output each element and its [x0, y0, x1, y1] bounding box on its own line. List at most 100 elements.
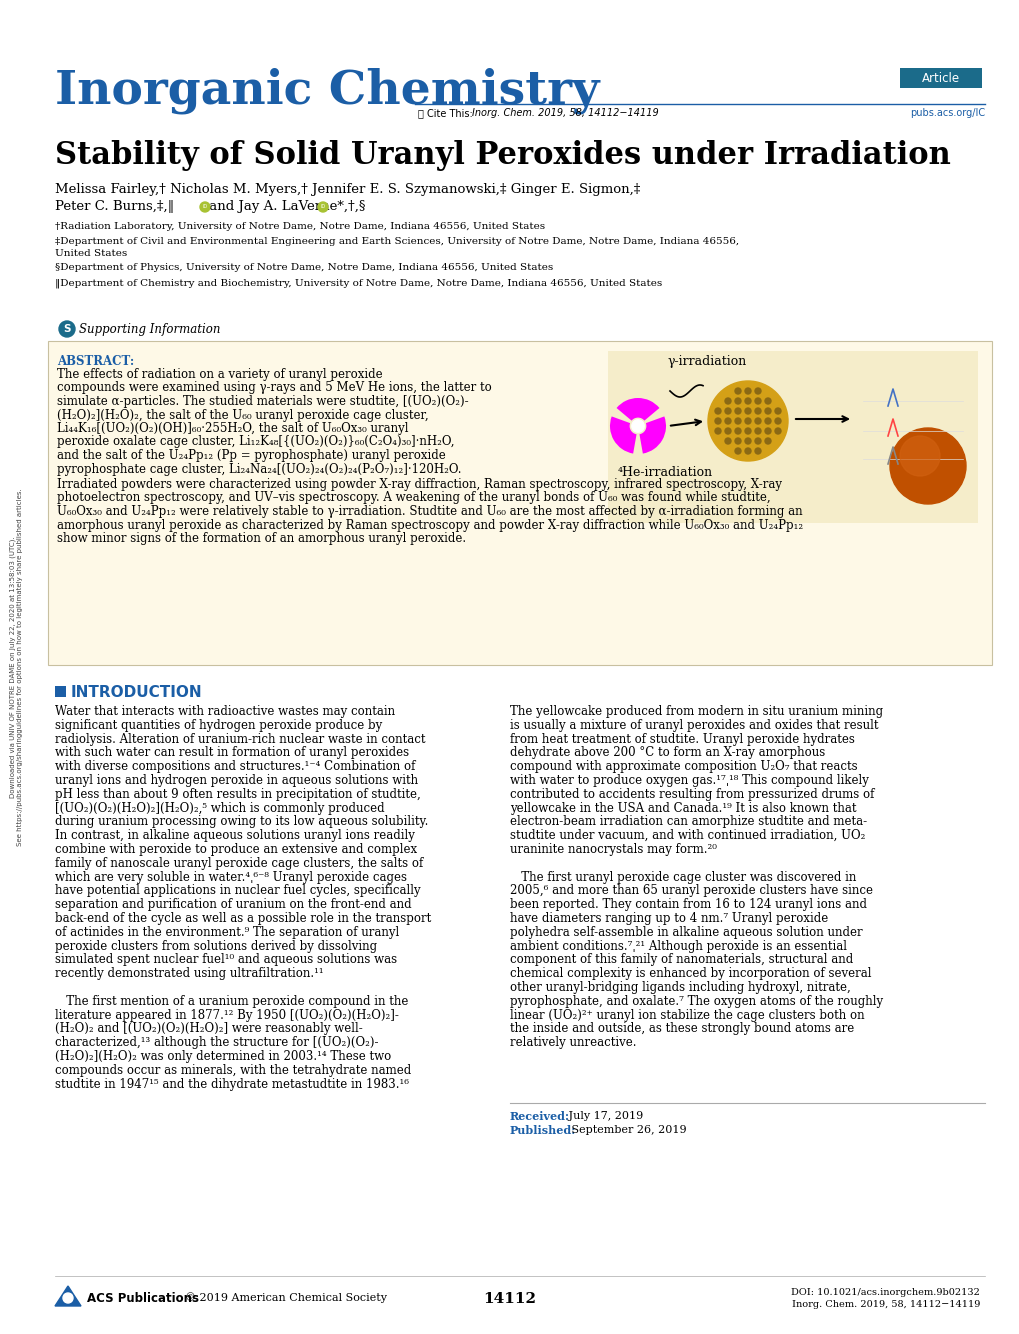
Text: §Department of Physics, University of Notre Dame, Notre Dame, Indiana 46556, Uni: §Department of Physics, University of No…: [55, 264, 552, 272]
Circle shape: [754, 438, 760, 444]
Text: Published:: Published:: [510, 1126, 576, 1137]
Text: which are very soluble in water.⁴ˌ⁶⁻⁸ Uranyl peroxide cages: which are very soluble in water.⁴ˌ⁶⁻⁸ Ur…: [55, 871, 407, 883]
Circle shape: [735, 408, 740, 414]
Text: pyrophosphate cage cluster, Li₂₄Na₂₄[(UO₂)₂₄(O₂)₂₄(P₂O₇)₁₂]·120H₂O.: pyrophosphate cage cluster, Li₂₄Na₂₄[(UO…: [57, 463, 461, 475]
Text: Supporting Information: Supporting Information: [78, 323, 220, 335]
Text: The effects of radiation on a variety of uranyl peroxide: The effects of radiation on a variety of…: [57, 368, 382, 382]
Circle shape: [735, 428, 740, 434]
Text: Peter C. Burns,‡,‖: Peter C. Burns,‡,‖: [55, 200, 174, 213]
Text: component of this family of nanomaterials, structural and: component of this family of nanomaterial…: [510, 954, 853, 966]
Circle shape: [735, 448, 740, 454]
Text: been reported. They contain from 16 to 124 uranyl ions and: been reported. They contain from 16 to 1…: [510, 898, 866, 911]
Circle shape: [725, 438, 731, 444]
Text: chemical complexity is enhanced by incorporation of several: chemical complexity is enhanced by incor…: [510, 967, 870, 980]
Text: Li₄₄K₁₆[(UO₂)(O₂)(OH)]₆₀·255H₂O, the salt of U₆₀Ox₃₀ uranyl: Li₄₄K₁₆[(UO₂)(O₂)(OH)]₆₀·255H₂O, the sal…: [57, 422, 408, 435]
Circle shape: [744, 438, 750, 444]
Text: literature appeared in 1877.¹² By 1950 [(UO₂)(O₂)(H₂O)₂]-: literature appeared in 1877.¹² By 1950 […: [55, 1009, 398, 1022]
Text: ACS Publications: ACS Publications: [87, 1293, 199, 1305]
Text: simulate α-particles. The studied materials were studtite, [(UO₂)(O₂)-: simulate α-particles. The studied materi…: [57, 395, 468, 408]
Circle shape: [744, 448, 750, 454]
Circle shape: [714, 418, 720, 424]
Text: polyhedra self-assemble in alkaline aqueous solution under: polyhedra self-assemble in alkaline aque…: [510, 926, 862, 939]
Text: In contrast, in alkaline aqueous solutions uranyl ions readily: In contrast, in alkaline aqueous solutio…: [55, 830, 415, 842]
Text: have diameters ranging up to 4 nm.⁷ Uranyl peroxide: have diameters ranging up to 4 nm.⁷ Uran…: [510, 912, 827, 924]
Text: relatively unreactive.: relatively unreactive.: [510, 1037, 636, 1050]
Text: Irradiated powders were characterized using powder X-ray diffraction, Raman spec: Irradiated powders were characterized us…: [57, 478, 782, 491]
Text: with diverse compositions and structures.¹⁻⁴ Combination of: with diverse compositions and structures…: [55, 760, 415, 774]
Text: dehydrate above 200 °C to form an X-ray amorphous: dehydrate above 200 °C to form an X-ray …: [510, 747, 824, 759]
Circle shape: [631, 420, 644, 432]
Text: Melissa Fairley,† Nicholas M. Myers,† Jennifer E. S. Szymanowski,‡ Ginger E. Sig: Melissa Fairley,† Nicholas M. Myers,† Je…: [55, 183, 640, 196]
Circle shape: [744, 418, 750, 424]
Text: ‖Department of Chemistry and Biochemistry, University of Notre Dame, Notre Dame,: ‖Department of Chemistry and Biochemistr…: [55, 277, 661, 288]
Text: Downloaded via UNIV OF NOTRE DAME on July 22, 2020 at 13:58:03 (UTC).
See https:: Downloaded via UNIV OF NOTRE DAME on Jul…: [9, 488, 22, 846]
Text: peroxide clusters from solutions derived by dissolving: peroxide clusters from solutions derived…: [55, 939, 377, 952]
Text: uranyl ions and hydrogen peroxide in aqueous solutions with: uranyl ions and hydrogen peroxide in aqu…: [55, 774, 418, 787]
Text: pyrophosphate, and oxalate.⁷ The oxygen atoms of the roughly: pyrophosphate, and oxalate.⁷ The oxygen …: [510, 995, 882, 1007]
Text: back-end of the cycle as well as a possible role in the transport: back-end of the cycle as well as a possi…: [55, 912, 431, 924]
FancyBboxPatch shape: [55, 686, 66, 696]
Circle shape: [200, 201, 210, 212]
Text: 14112: 14112: [483, 1293, 536, 1306]
Text: Received:: Received:: [510, 1111, 570, 1122]
Text: studtite in 1947¹⁵ and the dihydrate metastudtite in 1983.¹⁶: studtite in 1947¹⁵ and the dihydrate met…: [55, 1078, 409, 1091]
Polygon shape: [55, 1286, 81, 1306]
Circle shape: [744, 408, 750, 414]
Text: studtite under vacuum, and with continued irradiation, UO₂: studtite under vacuum, and with continue…: [510, 830, 864, 842]
Circle shape: [754, 398, 760, 404]
Text: 2005,⁶ and more than 65 uranyl peroxide clusters have since: 2005,⁶ and more than 65 uranyl peroxide …: [510, 884, 872, 898]
Text: uraninite nanocrystals may form.²⁰: uraninite nanocrystals may form.²⁰: [510, 843, 716, 856]
Text: simulated spent nuclear fuel¹⁰ and aqueous solutions was: simulated spent nuclear fuel¹⁰ and aqueo…: [55, 954, 396, 966]
Text: iD: iD: [320, 204, 325, 209]
Text: Inorg. Chem. 2019, 58, 14112−14119: Inorg. Chem. 2019, 58, 14112−14119: [791, 1301, 979, 1309]
Text: The yellowcake produced from modern in situ uranium mining: The yellowcake produced from modern in s…: [510, 704, 882, 718]
Circle shape: [754, 448, 760, 454]
Circle shape: [754, 418, 760, 424]
Text: compounds occur as minerals, with the tetrahydrate named: compounds occur as minerals, with the te…: [55, 1063, 411, 1077]
Text: γ-irradiation: γ-irradiation: [667, 355, 747, 368]
Text: amorphous uranyl peroxide as characterized by Raman spectroscopy and powder X-ra: amorphous uranyl peroxide as characteriz…: [57, 519, 802, 531]
Text: electron-beam irradiation can amorphize studtite and meta-: electron-beam irradiation can amorphize …: [510, 815, 866, 828]
Text: is usually a mixture of uranyl peroxides and oxides that result: is usually a mixture of uranyl peroxides…: [510, 719, 877, 732]
Text: Water that interacts with radioactive wastes may contain: Water that interacts with radioactive wa…: [55, 704, 394, 718]
Circle shape: [63, 1293, 73, 1303]
Text: Stability of Solid Uranyl Peroxides under Irradiation: Stability of Solid Uranyl Peroxides unde…: [55, 140, 950, 171]
Text: pH less than about 9 often results in precipitation of studtite,: pH less than about 9 often results in pr…: [55, 788, 421, 800]
Text: †Radiation Laboratory, University of Notre Dame, Notre Dame, Indiana 46556, Unit: †Radiation Laboratory, University of Not…: [55, 221, 544, 231]
Text: characterized,¹³ although the structure for [(UO₂)(O₂)-: characterized,¹³ although the structure …: [55, 1037, 378, 1050]
Text: [(UO₂)(O₂)(H₂O)₂](H₂O)₂,⁵ which is commonly produced: [(UO₂)(O₂)(H₂O)₂](H₂O)₂,⁵ which is commo…: [55, 802, 384, 815]
Text: (H₂O)₂](H₂O)₂ was only determined in 2003.¹⁴ These two: (H₂O)₂](H₂O)₂ was only determined in 200…: [55, 1050, 391, 1063]
Circle shape: [725, 408, 731, 414]
Circle shape: [735, 398, 740, 404]
Circle shape: [764, 428, 770, 434]
Circle shape: [754, 388, 760, 394]
Text: ambient conditions.⁷ˌ²¹ Although peroxide is an essential: ambient conditions.⁷ˌ²¹ Although peroxid…: [510, 939, 846, 952]
Circle shape: [764, 438, 770, 444]
Text: contributed to accidents resulting from pressurized drums of: contributed to accidents resulting from …: [510, 788, 873, 800]
Text: during uranium processing owing to its low aqueous solubility.: during uranium processing owing to its l…: [55, 815, 428, 828]
Text: compound with approximate composition U₂O₇ that reacts: compound with approximate composition U₂…: [510, 760, 857, 774]
Circle shape: [725, 428, 731, 434]
Circle shape: [890, 428, 965, 504]
Circle shape: [714, 408, 720, 414]
FancyBboxPatch shape: [48, 342, 991, 666]
Text: (H₂O)₂ and [(UO₂)(O₂)(H₂O)₂] were reasonably well-: (H₂O)₂ and [(UO₂)(O₂)(H₂O)₂] were reason…: [55, 1022, 363, 1035]
Text: ‡Department of Civil and Environmental Engineering and Earth Sciences, Universit: ‡Department of Civil and Environmental E…: [55, 236, 739, 245]
Text: INTRODUCTION: INTRODUCTION: [71, 684, 203, 700]
Circle shape: [59, 321, 75, 338]
Text: Article: Article: [921, 72, 959, 84]
Circle shape: [707, 382, 788, 462]
Circle shape: [735, 388, 740, 394]
Wedge shape: [639, 416, 665, 454]
Circle shape: [744, 388, 750, 394]
Text: pubs.acs.org/IC: pubs.acs.org/IC: [909, 108, 984, 117]
Circle shape: [744, 428, 750, 434]
Text: (H₂O)₂](H₂O)₂, the salt of the U₆₀ uranyl peroxide cage cluster,: (H₂O)₂](H₂O)₂, the salt of the U₆₀ urany…: [57, 408, 428, 422]
Text: Inorganic Chemistry: Inorganic Chemistry: [55, 68, 599, 115]
Text: The first uranyl peroxide cage cluster was discovered in: The first uranyl peroxide cage cluster w…: [510, 871, 856, 883]
FancyBboxPatch shape: [607, 351, 977, 523]
Circle shape: [764, 398, 770, 404]
Text: September 26, 2019: September 26, 2019: [568, 1126, 686, 1135]
Text: and Jay A. LaVerne*,†,§: and Jay A. LaVerne*,†,§: [205, 200, 365, 213]
Text: significant quantities of hydrogen peroxide produce by: significant quantities of hydrogen perox…: [55, 719, 382, 732]
